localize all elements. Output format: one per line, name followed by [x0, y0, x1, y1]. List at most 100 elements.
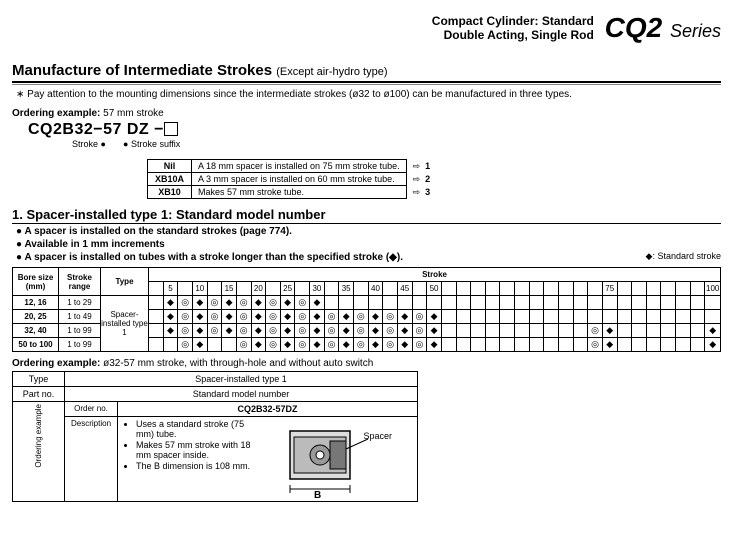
- stroke-cell: ◎: [383, 338, 398, 352]
- stroke-cell: ◎: [266, 310, 281, 324]
- top-note: Pay attention to the mounting dimensions…: [16, 89, 721, 100]
- bore-cell: 12, 16: [13, 296, 59, 310]
- tick-label: 15: [222, 282, 237, 296]
- stroke-cell: ◎: [236, 324, 251, 338]
- stroke-cell: ◆: [163, 324, 178, 338]
- stroke-cell: ◆: [222, 310, 237, 324]
- stroke-cell: ◎: [354, 310, 369, 324]
- stroke-cell: ◆: [368, 338, 383, 352]
- stroke-cell: [441, 296, 456, 310]
- stroke-cell: [646, 338, 661, 352]
- range-cell: 1 to 49: [59, 310, 101, 324]
- type-cell: Spacer-installed type 1: [100, 296, 148, 352]
- det-vert-text: Ordering example: [34, 404, 43, 468]
- suffix-desc: Makes 57 mm stroke tube.: [192, 186, 407, 199]
- tick-label: [632, 282, 647, 296]
- stroke-cell: ◎: [295, 338, 310, 352]
- stroke-cell: [573, 296, 588, 310]
- stroke-cell: [690, 296, 705, 310]
- tick-label: [500, 282, 515, 296]
- suffix-pointer-label: Stroke suffix: [131, 139, 180, 149]
- stroke-cell: [529, 310, 544, 324]
- stroke-cell: ◎: [178, 338, 193, 352]
- stroke-cell: [646, 296, 661, 310]
- tick-label: 5: [163, 282, 178, 296]
- stroke-cell: ◆: [280, 310, 295, 324]
- tick-label: 45: [397, 282, 412, 296]
- code-prefix: CQ2B32: [28, 121, 93, 138]
- stroke-cell: ◆: [602, 324, 617, 338]
- detail-table: Type Spacer-installed type 1 Part no. St…: [12, 371, 418, 502]
- desc-item: The B dimension is 108 mm.: [136, 461, 264, 471]
- stroke-cell: ◆: [397, 324, 412, 338]
- stroke-cell: ◎: [324, 338, 339, 352]
- stroke-cell: ◆: [368, 324, 383, 338]
- stroke-cell: ◆: [280, 296, 295, 310]
- stroke-cell: ◆: [368, 310, 383, 324]
- stroke-cell: [529, 296, 544, 310]
- tick-label: 40: [368, 282, 383, 296]
- stroke-cell: [500, 296, 515, 310]
- stroke-cell: ◆: [163, 296, 178, 310]
- stroke-cell: [515, 338, 530, 352]
- tick-label: 35: [339, 282, 354, 296]
- det-part-val: Standard model number: [65, 387, 418, 402]
- tick-label: [412, 282, 427, 296]
- stroke-cell: ◎: [295, 310, 310, 324]
- sub-heading: 1. Spacer-installed type 1: Standard mod…: [12, 207, 721, 224]
- tick-label: [646, 282, 661, 296]
- stroke-cell: ◆: [339, 324, 354, 338]
- tick-label: [266, 282, 281, 296]
- stroke-cell: [544, 310, 559, 324]
- stroke-cell: [339, 296, 354, 310]
- tick-label: [617, 282, 632, 296]
- stroke-cell: [617, 324, 632, 338]
- bullet-icon: ●: [123, 139, 128, 149]
- stroke-cell: ◎: [266, 324, 281, 338]
- stroke-cell: [617, 338, 632, 352]
- stroke-cell: [573, 338, 588, 352]
- stroke-cell: ◆: [222, 324, 237, 338]
- stroke-cell: [412, 296, 427, 310]
- stroke-cell: [646, 310, 661, 324]
- tick-label: [485, 282, 500, 296]
- pointer-row: Stroke ● ● Stroke suffix: [28, 139, 721, 157]
- stroke-cell: ◆: [310, 338, 325, 352]
- det-desc-key: Description: [65, 417, 118, 502]
- ordering-example-2: Ordering example: ø32-57 mm stroke, with…: [12, 358, 721, 369]
- stroke-cell: [632, 324, 647, 338]
- stroke-cell: [617, 296, 632, 310]
- stroke-cell: [558, 338, 573, 352]
- stroke-cell: ◎: [412, 310, 427, 324]
- det-desc-val: Uses a standard stroke (75 mm) tube.Make…: [118, 417, 418, 502]
- stroke-cell: [471, 310, 486, 324]
- ordering2-sub: ø32-57 mm stroke, with through-hole and …: [103, 358, 373, 369]
- stroke-cell: [529, 338, 544, 352]
- stroke-cell: [690, 310, 705, 324]
- stroke-cell: ◎: [178, 324, 193, 338]
- suffix-table: NilA 18 mm spacer is installed on 75 mm …: [147, 159, 437, 199]
- stroke-cell: [705, 296, 721, 310]
- stroke-cell: [368, 296, 383, 310]
- suffix-arrow: ⇨ 3: [406, 186, 437, 199]
- stroke-cell: ◆: [280, 338, 295, 352]
- stroke-cell: ◆: [251, 296, 266, 310]
- suffix-desc: A 18 mm spacer is installed on 75 mm str…: [192, 160, 407, 173]
- code-box-icon: [164, 122, 178, 136]
- tick-label: [544, 282, 559, 296]
- tick-label: [588, 282, 603, 296]
- stroke-cell: ◆: [427, 324, 442, 338]
- stroke-cell: ◎: [266, 338, 281, 352]
- tick-label: [676, 282, 691, 296]
- stroke-cell: [676, 324, 691, 338]
- stroke-cell: ◎: [588, 324, 603, 338]
- stroke-cell: [661, 338, 676, 352]
- stroke-cell: ◎: [178, 310, 193, 324]
- tick-label: 25: [280, 282, 295, 296]
- stroke-cell: [149, 296, 164, 310]
- tick-label: [354, 282, 369, 296]
- section-title: Manufacture of Intermediate Strokes (Exc…: [12, 62, 721, 83]
- section-title-text: Manufacture of Intermediate Strokes: [12, 62, 272, 79]
- stroke-cell: [456, 338, 471, 352]
- tick-label: [515, 282, 530, 296]
